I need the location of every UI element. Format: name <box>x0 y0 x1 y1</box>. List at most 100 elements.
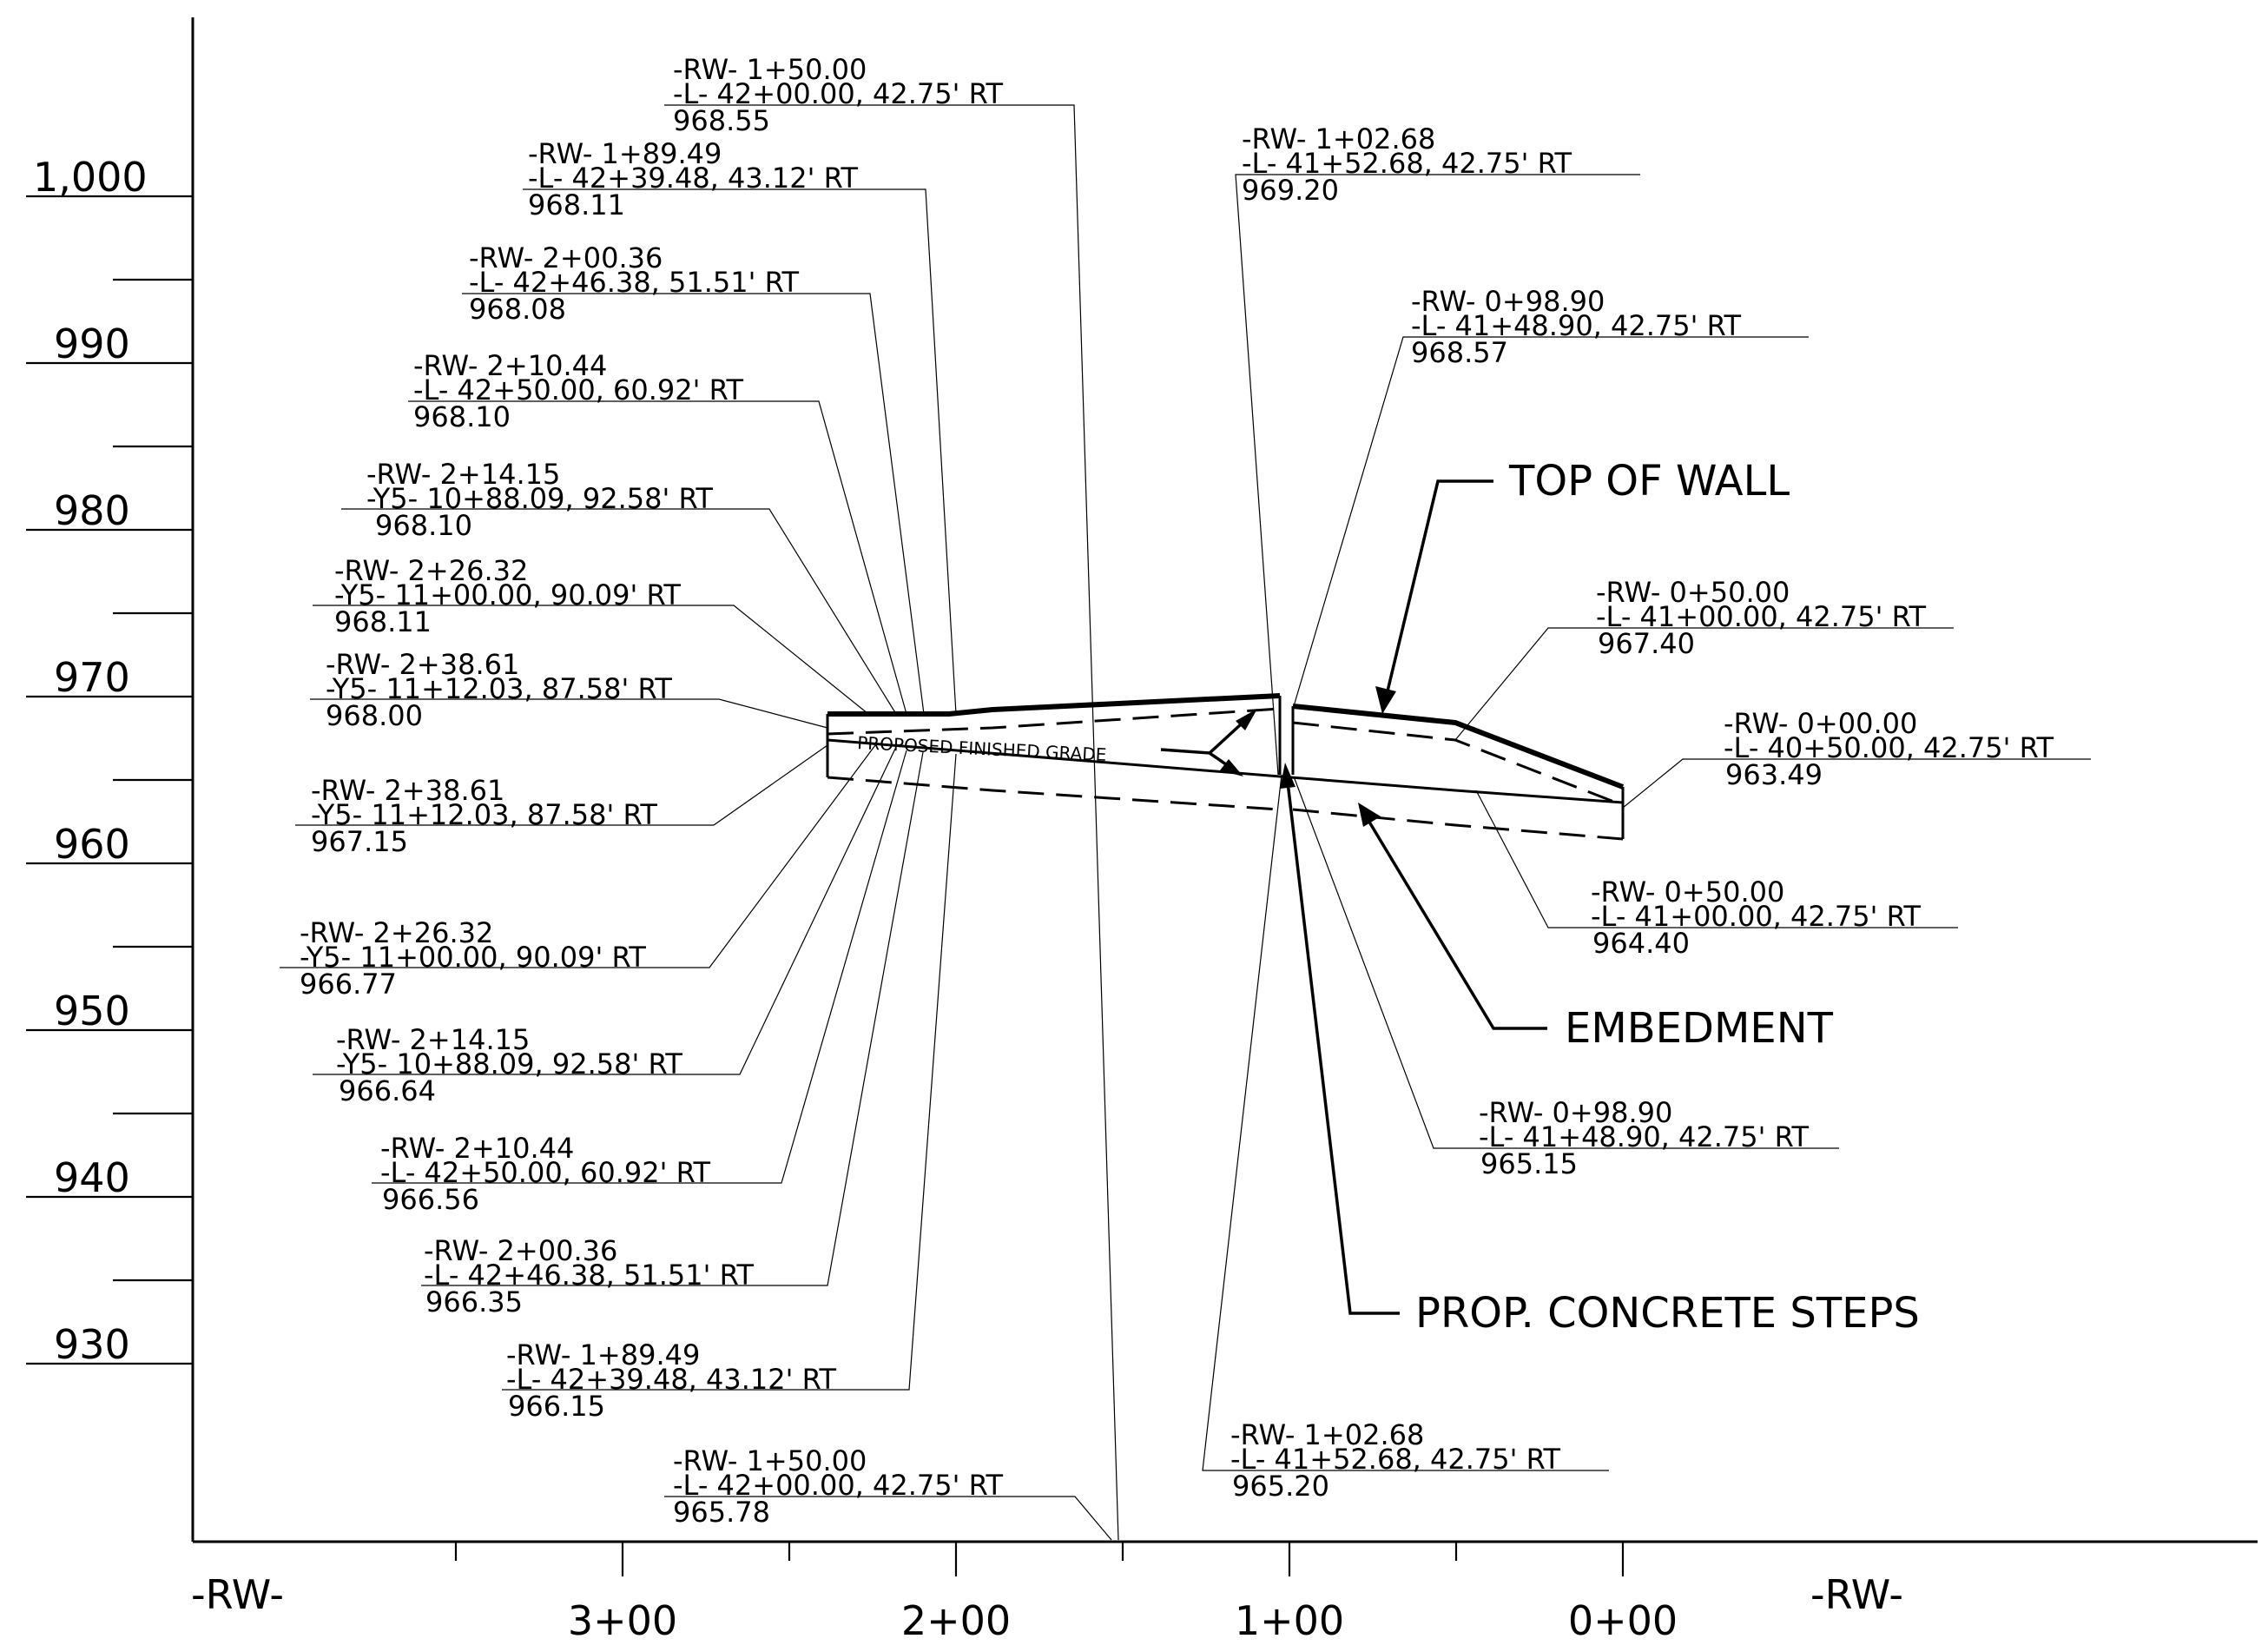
callout-elevation: 967.15 <box>311 825 408 858</box>
callout-leader-line <box>1454 627 1954 741</box>
callout-elevation: 968.10 <box>413 400 511 433</box>
callout-reference: -L- 42+39.48, 43.12' RT <box>528 162 859 195</box>
callout-leader-line <box>1235 174 1640 776</box>
top-of-wall-note: TOP OF WALL <box>1508 457 1790 506</box>
station-label-300: 3+00 <box>568 1597 677 1644</box>
callout-elevation: 968.11 <box>528 188 625 221</box>
callout-leader-line <box>502 753 957 1391</box>
callout-reference: -L- 42+50.00, 60.92' RT <box>413 373 744 406</box>
callout-station: -RW- 0+98.90 <box>1479 1096 1672 1129</box>
callout-elevation: 968.10 <box>375 509 472 542</box>
callout-20: -RW- 0+98.90 -L- 41+48.90, 42.75' RT 965… <box>1293 776 1839 1180</box>
callout-15: -RW- 1+02.68 -L- 41+52.68, 42.75' RT 969… <box>1235 122 1640 776</box>
callout-elevation: 965.78 <box>673 1496 770 1529</box>
callout-11: -RW- 2+10.44 -L- 42+50.00, 60.92' RT 966… <box>372 750 907 1216</box>
callout-leader-line <box>313 748 896 1075</box>
finished-grade-line-right <box>1292 721 1624 807</box>
callout-station: -RW- 2+00.36 <box>469 241 663 274</box>
callout-leader-line <box>372 750 907 1184</box>
embedment-line-right <box>1292 808 1624 841</box>
callout-reference: -L- 42+50.00, 60.92' RT <box>380 1156 711 1189</box>
callout-leader-line <box>664 104 1119 1541</box>
callout-elevation: 969.20 <box>1242 174 1339 207</box>
callout-18: -RW- 0+00.00 -L- 40+50.00, 42.75' RT 963… <box>1622 707 2091 809</box>
callout-reference: -Y5- 10+88.09, 92.58' RT <box>336 1047 682 1080</box>
callout-elevation: 967.40 <box>1598 627 1695 660</box>
callout-station: -RW- 0+98.90 <box>1411 285 1605 318</box>
callout-10: -RW- 2+14.15 -Y5- 10+88.09, 92.58' RT 96… <box>313 748 896 1107</box>
callout-4: -RW- 2+10.44 -L- 42+50.00, 60.92' RT 968… <box>408 349 907 715</box>
callout-station: -RW- 1+89.49 <box>506 1338 700 1371</box>
alignment-label-right: -RW- <box>1810 1571 1903 1618</box>
station-label-000: 0+00 <box>1568 1597 1678 1644</box>
callout-reference: -Y5- 11+00.00, 90.09' RT <box>334 578 681 611</box>
callout-1: -RW- 1+50.00 -L- 42+00.00, 42.75' RT 968… <box>664 53 1119 1541</box>
callout-reference: -L- 40+50.00, 42.75' RT <box>1724 731 2054 764</box>
callout-leader-line <box>295 744 828 826</box>
callout-leader-line <box>523 188 957 715</box>
callout-leader-line <box>280 744 876 968</box>
callout-station: -RW- 2+14.15 <box>366 458 560 491</box>
callout-12: -RW- 2+00.36 -L- 42+46.38, 51.51' RT 966… <box>421 751 924 1318</box>
callout-7: -RW- 2+38.61 -Y5- 11+12.03, 87.58' RT 96… <box>310 648 828 732</box>
callout-8: -RW- 2+38.61 -Y5- 11+12.03, 87.58' RT 96… <box>295 744 828 858</box>
note-embedment: EMBEDMENT <box>1358 803 1834 1053</box>
callout-elevation: 966.77 <box>300 968 397 1001</box>
callout-elevation: 964.40 <box>1592 927 1690 960</box>
elevation-label-970: 970 <box>54 654 130 701</box>
callout-station: -RW- 1+50.00 <box>673 1444 867 1477</box>
callout-19: -RW- 0+50.00 -L- 41+00.00, 42.75' RT 964… <box>1475 790 1958 960</box>
callout-elevation: 966.15 <box>508 1390 605 1423</box>
callout-leader-line <box>664 1496 1112 1541</box>
elevation-label-1000: 1,000 <box>33 154 148 201</box>
callout-station: -RW- 2+38.61 <box>326 648 519 681</box>
callout-station: -RW- 2+26.32 <box>334 554 528 587</box>
callout-elevation: 965.20 <box>1232 1470 1329 1503</box>
callout-reference: -L- 42+00.00, 42.75' RT <box>673 77 1004 110</box>
elevation-label-930: 930 <box>54 1321 130 1368</box>
callout-elevation: 966.64 <box>339 1074 436 1107</box>
callout-2: -RW- 1+89.49 -L- 42+39.48, 43.12' RT 968… <box>523 137 957 715</box>
proposed-finished-grade-line <box>827 738 1624 804</box>
callout-reference: -L- 41+00.00, 42.75' RT <box>1591 900 1922 933</box>
embedment-line-left <box>827 776 1281 811</box>
callout-5: -RW- 2+14.15 -Y5- 10+88.09, 92.58' RT 96… <box>341 458 897 715</box>
callout-station: -RW- 0+00.00 <box>1724 707 1917 740</box>
top-of-wall-line-left <box>827 693 1281 717</box>
callout-elevation: 966.56 <box>382 1183 479 1216</box>
callout-reference: -Y5- 10+88.09, 92.58' RT <box>366 482 713 515</box>
callout-reference: -L- 41+00.00, 42.75' RT <box>1596 600 1927 633</box>
station-label-100: 1+00 <box>1235 1597 1344 1644</box>
callout-reference: -L- 41+48.90, 42.75' RT <box>1479 1120 1810 1153</box>
elevation-label-960: 960 <box>54 821 130 868</box>
callout-reference: -L- 41+52.68, 42.75' RT <box>1242 147 1572 180</box>
callout-leader-line <box>341 508 897 715</box>
callout-elevation: 968.11 <box>334 605 432 638</box>
callout-station: -RW- 1+02.68 <box>1230 1418 1424 1451</box>
callout-reference: -Y5- 11+00.00, 90.09' RT <box>300 941 646 974</box>
finished-grade-label: PROPOSED FINISHED GRADE <box>857 732 1107 765</box>
callout-reference: -L- 42+46.38, 51.51' RT <box>469 266 800 299</box>
top-of-wall-line-right <box>1292 704 1625 790</box>
elevation-ticks <box>26 195 193 1365</box>
elevation-label-990: 990 <box>54 320 130 367</box>
callout-elevation: 968.00 <box>326 699 423 732</box>
callout-6: -RW- 2+26.32 -Y5- 11+00.00, 90.09' RT 96… <box>313 554 869 715</box>
callout-station: -RW- 2+38.61 <box>311 774 504 807</box>
callout-leader-line <box>408 400 907 715</box>
callout-leader-line <box>462 293 925 715</box>
callout-station: -RW- 1+02.68 <box>1242 122 1435 155</box>
concrete-steps-note: PROP. CONCRETE STEPS <box>1415 1289 1920 1338</box>
callout-14: -RW- 1+50.00 -L- 42+00.00, 42.75' RT 965… <box>664 1444 1112 1541</box>
callout-station: -RW- 0+50.00 <box>1591 876 1784 909</box>
callout-13: -RW- 1+89.49 -L- 42+39.48, 43.12' RT 966… <box>502 753 957 1423</box>
elevation-label-950: 950 <box>54 988 130 1034</box>
callout-elevation: 968.08 <box>469 293 566 326</box>
callout-station: -RW- 0+50.00 <box>1596 576 1790 609</box>
elevation-label-980: 980 <box>54 487 130 534</box>
callout-leader-line <box>1475 790 1958 928</box>
wall-profile: PROPOSED FINISHED GRADE <box>826 693 1625 841</box>
callout-leader-line <box>310 698 828 729</box>
callout-leader-line <box>421 751 924 1286</box>
finished-grade-arrows <box>1160 709 1257 776</box>
